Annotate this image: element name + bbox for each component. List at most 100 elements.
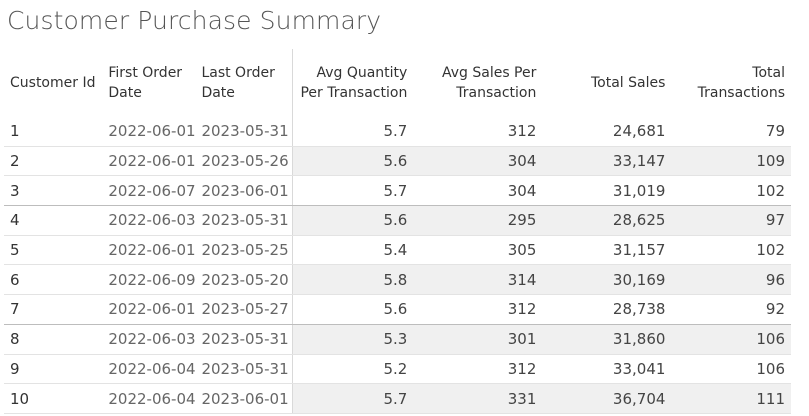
cell-last-order-date: 2023-05-31 bbox=[195, 324, 293, 355]
header-avg-quantity[interactable]: Avg Quantity Per Transaction bbox=[292, 49, 414, 117]
cell-first-order-date: 2022-06-01 bbox=[102, 235, 196, 266]
cell-avg-sales: 301 bbox=[413, 324, 543, 355]
cell-first-order-date: 2022-06-03 bbox=[102, 205, 196, 236]
cell-total-sales: 36,704 bbox=[542, 383, 672, 414]
cell-first-order-date: 2022-06-04 bbox=[102, 383, 196, 414]
table-row[interactable]: 6 2022-06-09 2023-05-20 5.8 314 30,169 96 bbox=[4, 264, 791, 296]
header-last-order-date[interactable]: Last Order Date bbox=[195, 49, 292, 117]
cell-last-order-date: 2023-05-25 bbox=[195, 235, 293, 266]
cell-total-sales: 33,041 bbox=[542, 354, 672, 385]
cell-avg-sales: 295 bbox=[413, 205, 543, 236]
cell-avg-sales: 312 bbox=[413, 117, 543, 147]
cell-customer-id: 2 bbox=[4, 146, 103, 177]
cell-total-sales: 28,625 bbox=[542, 205, 672, 236]
header-last-order-line1: Last Order bbox=[201, 65, 275, 81]
cell-total-transactions: 96 bbox=[671, 264, 791, 296]
header-total-tx-line1: Total bbox=[752, 65, 785, 81]
cell-last-order-date: 2023-06-01 bbox=[195, 383, 293, 414]
cell-avg-sales: 305 bbox=[413, 235, 543, 266]
table-row[interactable]: 10 2022-06-04 2023-06-01 5.7 331 36,704 111 bbox=[4, 383, 791, 414]
header-customer-id-label: Customer Id bbox=[10, 75, 96, 91]
cell-total-sales: 31,860 bbox=[542, 324, 672, 355]
cell-first-order-date: 2022-06-04 bbox=[102, 354, 196, 385]
table-header-row: Customer Id First Order Date Last Order … bbox=[4, 49, 791, 117]
table-row[interactable]: 5 2022-06-01 2023-05-25 5.4 305 31,157 102 bbox=[4, 235, 791, 266]
cell-total-sales: 28,738 bbox=[542, 294, 672, 325]
cell-total-transactions: 79 bbox=[671, 117, 791, 147]
cell-avg-quantity: 5.6 bbox=[292, 294, 414, 325]
table-row[interactable]: 2 2022-06-01 2023-05-26 5.6 304 33,147 109 bbox=[4, 146, 791, 177]
cell-customer-id: 3 bbox=[4, 175, 103, 207]
cell-avg-quantity: 5.7 bbox=[292, 117, 414, 147]
cell-total-transactions: 109 bbox=[671, 146, 791, 177]
header-last-order-line2: Date bbox=[201, 85, 235, 101]
cell-last-order-date: 2023-05-31 bbox=[195, 117, 293, 147]
cell-total-transactions: 97 bbox=[671, 205, 791, 236]
cell-last-order-date: 2023-05-20 bbox=[195, 264, 293, 296]
page-title: Customer Purchase Summary bbox=[7, 6, 382, 35]
cell-avg-quantity: 5.8 bbox=[292, 264, 414, 296]
cell-avg-sales: 312 bbox=[413, 294, 543, 325]
cell-first-order-date: 2022-06-09 bbox=[102, 264, 196, 296]
cell-customer-id: 5 bbox=[4, 235, 103, 266]
header-first-order-line2: Date bbox=[108, 85, 142, 101]
cell-total-transactions: 102 bbox=[671, 175, 791, 207]
header-avg-sales[interactable]: Avg Sales Per Transaction bbox=[413, 49, 542, 117]
header-total-sales[interactable]: Total Sales bbox=[542, 49, 671, 117]
cell-total-sales: 31,157 bbox=[542, 235, 672, 266]
cell-avg-sales: 304 bbox=[413, 175, 543, 207]
table-row[interactable]: 9 2022-06-04 2023-05-31 5.2 312 33,041 106 bbox=[4, 354, 791, 385]
cell-first-order-date: 2022-06-01 bbox=[102, 294, 196, 325]
cell-total-transactions: 92 bbox=[671, 294, 791, 325]
cell-first-order-date: 2022-06-01 bbox=[102, 146, 196, 177]
cell-avg-sales: 314 bbox=[413, 264, 543, 296]
cell-customer-id: 7 bbox=[4, 294, 103, 325]
cell-total-transactions: 106 bbox=[671, 324, 791, 355]
header-total-transactions[interactable]: Total Transactions bbox=[671, 49, 791, 117]
cell-last-order-date: 2023-05-27 bbox=[195, 294, 293, 325]
header-avg-sales-line1: Avg Sales Per bbox=[441, 65, 537, 81]
cell-total-sales: 33,147 bbox=[542, 146, 672, 177]
cell-total-sales: 24,681 bbox=[542, 117, 672, 147]
table-row[interactable]: 4 2022-06-03 2023-05-31 5.6 295 28,625 97 bbox=[4, 205, 791, 236]
cell-avg-quantity: 5.6 bbox=[292, 146, 414, 177]
customer-summary-table: Customer Id First Order Date Last Order … bbox=[4, 49, 791, 414]
table-row[interactable]: 1 2022-06-01 2023-05-31 5.7 312 24,681 79 bbox=[4, 117, 791, 147]
cell-last-order-date: 2023-05-31 bbox=[195, 205, 293, 236]
header-avg-qty-line1: Avg Quantity bbox=[316, 65, 408, 81]
header-customer-id[interactable]: Customer Id bbox=[4, 49, 102, 117]
cell-last-order-date: 2023-05-26 bbox=[195, 146, 293, 177]
cell-total-sales: 30,169 bbox=[542, 264, 672, 296]
table-row[interactable]: 7 2022-06-01 2023-05-27 5.6 312 28,738 92 bbox=[4, 294, 791, 325]
table-body: 1 2022-06-01 2023-05-31 5.7 312 24,681 79 2 2022… bbox=[4, 117, 791, 414]
cell-avg-quantity: 5.6 bbox=[292, 205, 414, 236]
cell-avg-quantity: 5.4 bbox=[292, 235, 414, 266]
header-total-sales-label: Total Sales bbox=[591, 75, 666, 91]
cell-first-order-date: 2022-06-03 bbox=[102, 324, 196, 355]
header-avg-qty-line2: Per Transaction bbox=[300, 85, 408, 101]
cell-customer-id: 6 bbox=[4, 264, 103, 296]
header-first-order-date[interactable]: First Order Date bbox=[102, 49, 195, 117]
cell-customer-id: 10 bbox=[4, 383, 103, 414]
table-row[interactable]: 8 2022-06-03 2023-05-31 5.3 301 31,860 106 bbox=[4, 324, 791, 355]
cell-customer-id: 9 bbox=[4, 354, 103, 385]
cell-avg-sales: 312 bbox=[413, 354, 543, 385]
cell-avg-quantity: 5.2 bbox=[292, 354, 414, 385]
cell-total-transactions: 111 bbox=[671, 383, 791, 414]
cell-last-order-date: 2023-05-31 bbox=[195, 354, 293, 385]
cell-customer-id: 1 bbox=[4, 117, 103, 147]
cell-total-sales: 31,019 bbox=[542, 175, 672, 207]
cell-total-transactions: 102 bbox=[671, 235, 791, 266]
cell-avg-sales: 331 bbox=[413, 383, 543, 414]
cell-avg-quantity: 5.3 bbox=[292, 324, 414, 355]
header-avg-sales-line2: Transaction bbox=[456, 85, 537, 101]
table-row[interactable]: 3 2022-06-07 2023-06-01 5.7 304 31,019 102 bbox=[4, 175, 791, 207]
cell-avg-quantity: 5.7 bbox=[292, 383, 414, 414]
header-total-tx-line2: Transactions bbox=[697, 85, 785, 101]
cell-total-transactions: 106 bbox=[671, 354, 791, 385]
cell-avg-sales: 304 bbox=[413, 146, 543, 177]
cell-customer-id: 4 bbox=[4, 205, 103, 236]
header-first-order-line1: First Order bbox=[108, 65, 183, 81]
cell-first-order-date: 2022-06-07 bbox=[102, 175, 196, 207]
cell-last-order-date: 2023-06-01 bbox=[195, 175, 293, 207]
